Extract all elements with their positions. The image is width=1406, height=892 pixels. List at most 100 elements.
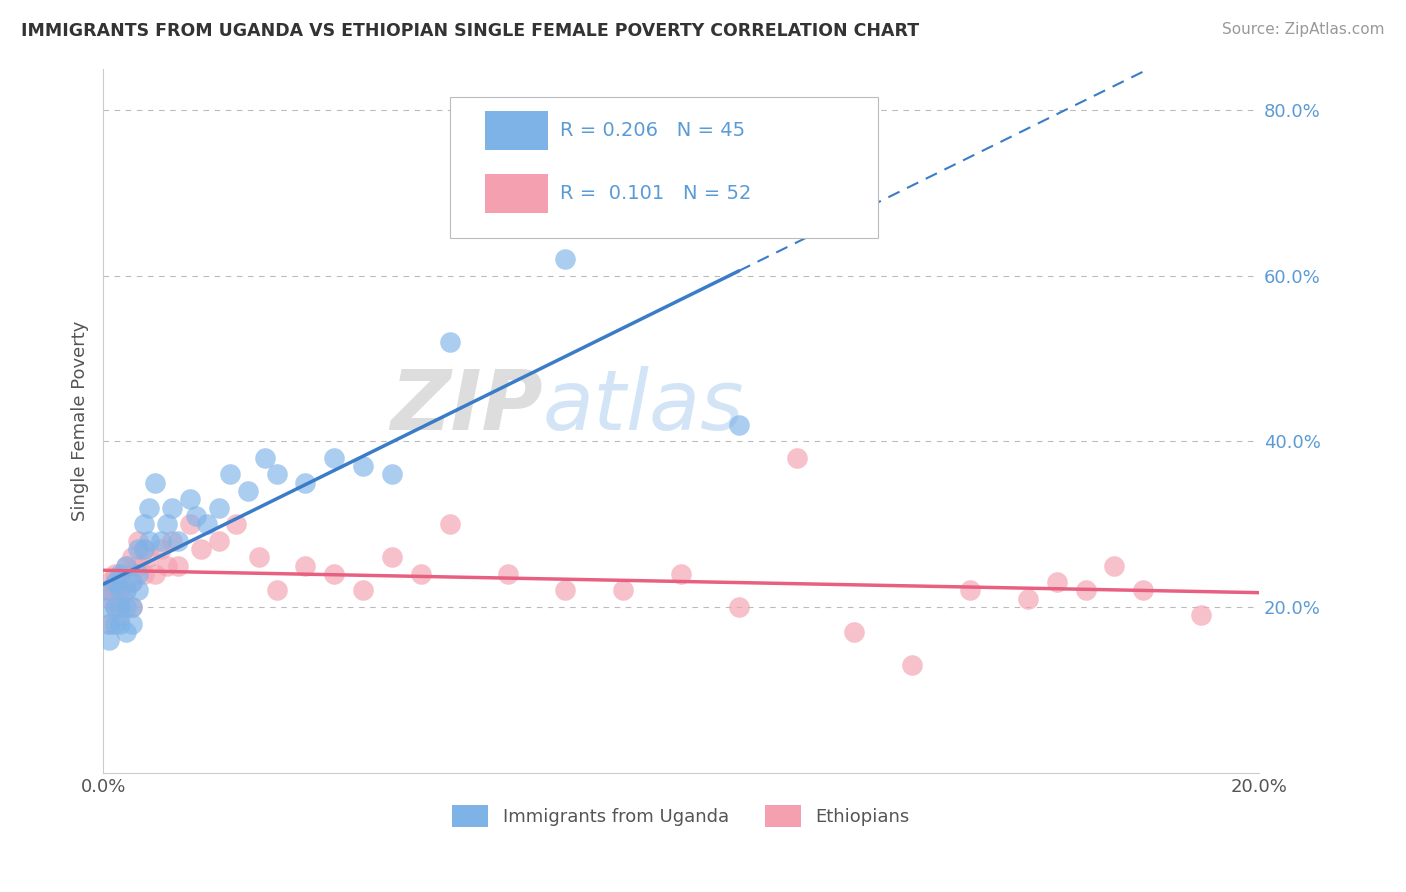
Point (132, 566, 155, 581)
Point (554, 583, 576, 598)
Point (225, 517, 247, 532)
Point (1046, 575, 1069, 590)
Point (138, 533, 160, 548)
Text: R =  0.101   N = 52: R = 0.101 N = 52 (560, 185, 751, 203)
Point (167, 533, 190, 548)
Point (121, 616, 143, 631)
Point (127, 558, 149, 573)
Point (496, 566, 519, 581)
Point (1104, 558, 1126, 573)
Point (115, 558, 138, 573)
Point (110, 566, 132, 581)
Point (149, 542, 172, 557)
Point (121, 600, 143, 615)
Point (110, 600, 132, 615)
Point (115, 583, 138, 598)
Point (554, 252, 576, 266)
Point (110, 608, 132, 623)
Point (179, 517, 201, 532)
Point (1132, 583, 1154, 598)
Point (1189, 608, 1212, 623)
Y-axis label: Single Female Poverty: Single Female Poverty (72, 320, 89, 521)
Point (219, 467, 242, 482)
Point (190, 542, 212, 557)
Point (381, 550, 404, 565)
Point (669, 566, 692, 581)
Point (439, 517, 461, 532)
Point (97, 575, 120, 590)
Point (104, 575, 127, 590)
Text: ZIP: ZIP (389, 366, 543, 447)
Point (1074, 583, 1097, 598)
Point (97, 616, 120, 631)
Point (91, 583, 114, 598)
Point (409, 566, 432, 581)
Point (179, 492, 201, 507)
Point (121, 575, 143, 590)
Point (104, 616, 127, 631)
Point (97, 583, 120, 598)
Point (143, 566, 166, 581)
Point (143, 475, 166, 490)
Point (110, 575, 132, 590)
Point (156, 558, 179, 573)
Point (149, 533, 172, 548)
Point (184, 508, 207, 523)
Point (439, 334, 461, 349)
Point (167, 558, 190, 573)
Point (121, 550, 143, 565)
Point (127, 583, 149, 598)
Point (208, 500, 231, 515)
Point (156, 517, 179, 532)
FancyBboxPatch shape (485, 174, 548, 213)
Point (132, 542, 155, 557)
Point (959, 583, 981, 598)
Point (266, 583, 288, 598)
Point (727, 417, 749, 432)
Point (323, 566, 346, 581)
Point (381, 467, 404, 482)
Point (104, 600, 127, 615)
Point (727, 600, 749, 615)
Point (110, 591, 132, 606)
Point (138, 550, 160, 565)
Point (132, 542, 155, 557)
Point (127, 542, 149, 557)
Point (97, 591, 120, 606)
Point (247, 550, 270, 565)
Point (127, 566, 149, 581)
Point (844, 624, 866, 639)
Point (786, 450, 808, 465)
Point (266, 467, 288, 482)
Point (294, 558, 316, 573)
Point (132, 517, 155, 532)
Point (352, 459, 374, 474)
Point (138, 500, 160, 515)
Point (208, 533, 231, 548)
Point (104, 566, 127, 581)
Point (115, 583, 138, 598)
Point (110, 616, 132, 631)
Text: atlas: atlas (543, 366, 744, 447)
Point (1017, 591, 1039, 606)
Point (253, 450, 276, 465)
Point (104, 600, 127, 615)
Point (901, 658, 924, 673)
Point (121, 600, 143, 615)
Point (195, 517, 218, 532)
Point (162, 533, 184, 548)
Point (127, 533, 149, 548)
Point (115, 558, 138, 573)
Point (115, 600, 138, 615)
Point (323, 450, 346, 465)
Point (104, 583, 127, 598)
FancyBboxPatch shape (450, 96, 877, 237)
Point (97, 633, 120, 648)
Point (162, 500, 184, 515)
Point (110, 583, 132, 598)
Text: IMMIGRANTS FROM UGANDA VS ETHIOPIAN SINGLE FEMALE POVERTY CORRELATION CHART: IMMIGRANTS FROM UGANDA VS ETHIOPIAN SING… (21, 22, 920, 40)
Point (121, 575, 143, 590)
Point (352, 583, 374, 598)
Point (612, 583, 634, 598)
Legend: Immigrants from Uganda, Ethiopians: Immigrants from Uganda, Ethiopians (446, 797, 917, 834)
